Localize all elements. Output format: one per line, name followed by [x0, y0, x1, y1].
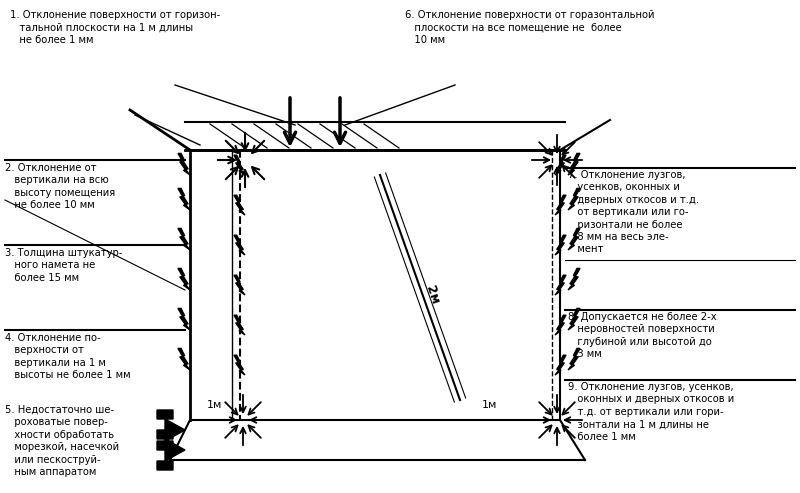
Polygon shape: [568, 349, 580, 370]
Text: 2м: 2м: [423, 284, 441, 306]
Polygon shape: [555, 155, 566, 175]
Polygon shape: [178, 309, 190, 330]
Polygon shape: [157, 410, 185, 450]
Polygon shape: [234, 235, 245, 255]
Polygon shape: [555, 195, 566, 215]
Text: 1м: 1м: [207, 400, 222, 410]
Polygon shape: [555, 235, 566, 255]
Polygon shape: [555, 275, 566, 295]
Polygon shape: [234, 155, 245, 175]
Polygon shape: [178, 188, 190, 210]
Text: 4. Отклонение по-
   верхности от
   вертикали на 1 м
   высоты не более 1 мм: 4. Отклонение по- верхности от вертикали…: [5, 333, 130, 380]
Text: 7. Отклонение лузгов,
   усенков, оконных и
   дверных откосов и т.д.
   от верт: 7. Отклонение лузгов, усенков, оконных и…: [568, 170, 699, 254]
Polygon shape: [568, 309, 580, 330]
Text: 5. Недостаточно ше-
   роховатые повер-
   хности обработать
   морезкой, насечк: 5. Недостаточно ше- роховатые повер- хно…: [5, 405, 119, 477]
Text: 1м: 1м: [482, 400, 498, 410]
Text: 8. Допускается не более 2-х
   неровностей поверхности
   глубиной или высотой д: 8. Допускается не более 2-х неровностей …: [568, 312, 717, 359]
Text: 1. Отклонение поверхности от горизон-
   тальной плоскости на 1 м длины
   не бо: 1. Отклонение поверхности от горизон- та…: [10, 10, 220, 45]
Text: 9. Отклонение лузгов, усенков,
   оконных и дверных откосов и
   т.д. от вертика: 9. Отклонение лузгов, усенков, оконных и…: [568, 382, 734, 442]
Polygon shape: [234, 195, 245, 215]
Text: 6. Отклонение поверхности от горазонтальной
   плоскости на все помещение не  бо: 6. Отклонение поверхности от горазонталь…: [405, 10, 654, 45]
Polygon shape: [568, 228, 580, 250]
Polygon shape: [178, 228, 190, 250]
Polygon shape: [234, 315, 245, 335]
Polygon shape: [178, 268, 190, 290]
Polygon shape: [178, 153, 190, 175]
Text: 3. Толщина штукатур-
   ного намета не
   более 15 мм: 3. Толщина штукатур- ного намета не боле…: [5, 248, 122, 283]
Polygon shape: [234, 355, 245, 375]
Polygon shape: [157, 430, 185, 470]
Polygon shape: [568, 188, 580, 210]
Polygon shape: [568, 268, 580, 290]
Polygon shape: [178, 349, 190, 370]
Polygon shape: [234, 275, 245, 295]
Text: 2. Отклонение от
   вертикали на всю
   высоту помещения
   не более 10 мм: 2. Отклонение от вертикали на всю высоту…: [5, 163, 115, 210]
Polygon shape: [568, 153, 580, 175]
Polygon shape: [555, 355, 566, 375]
Polygon shape: [555, 315, 566, 335]
